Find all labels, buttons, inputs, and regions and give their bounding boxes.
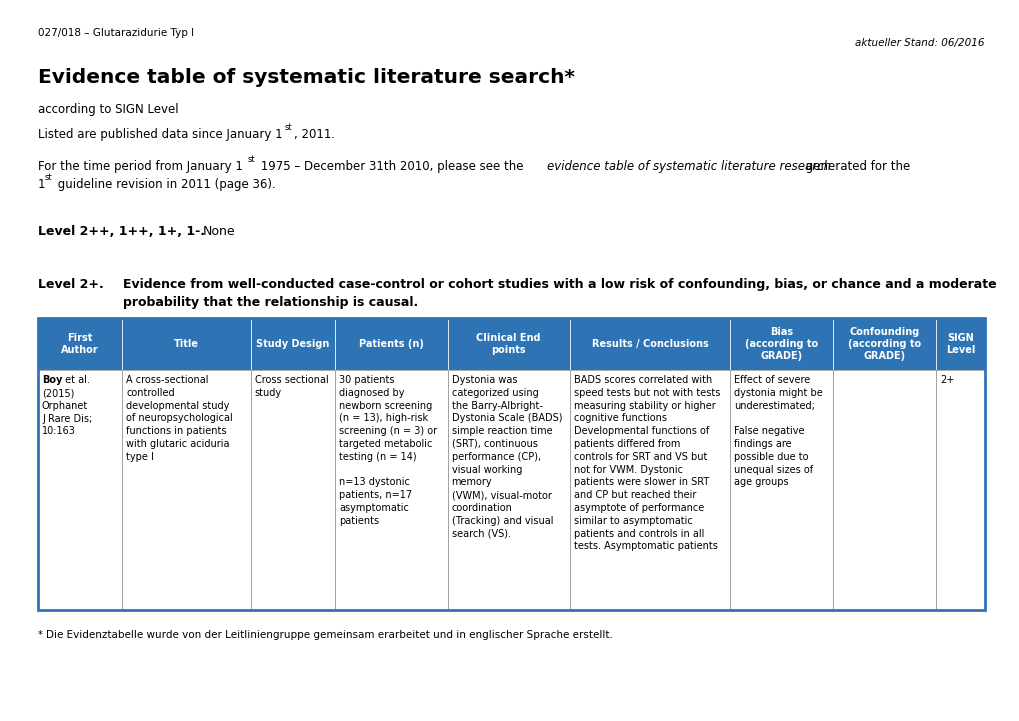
Text: *: * (38, 630, 43, 640)
Bar (251, 318, 334, 370)
Text: Confounding
(according to
GRADE): Confounding (according to GRADE) (848, 327, 920, 360)
Bar (334, 318, 447, 370)
Text: Level 2++, 1++, 1+, 1-.: Level 2++, 1++, 1+, 1-. (38, 225, 205, 238)
Text: 027/018 – Glutarazidurie Typ I: 027/018 – Glutarazidurie Typ I (38, 28, 194, 38)
Text: 1: 1 (38, 178, 46, 191)
Text: st: st (284, 123, 292, 132)
Bar (447, 370, 570, 610)
Text: Die Evidenztabelle wurde von der Leitliniengruppe gemeinsam erarbeitet und in en: Die Evidenztabelle wurde von der Leitlin… (46, 630, 612, 640)
Text: Dystonia was
categorized using
the Barry-Albright-
Dystonia Scale (BADS)
simple : Dystonia was categorized using the Barry… (451, 375, 561, 539)
Text: SIGN
Level: SIGN Level (945, 333, 974, 355)
Text: 2+: 2+ (940, 375, 954, 385)
Text: probability that the relationship is causal.: probability that the relationship is cau… (123, 296, 418, 309)
Text: First
Author: First Author (61, 333, 99, 355)
Text: , 2011.: , 2011. (293, 128, 335, 141)
Text: Cross sectional
study: Cross sectional study (255, 375, 328, 398)
Bar (38, 318, 122, 370)
Bar (334, 370, 447, 610)
Text: Effect of severe
dystonia might be
underestimated;

False negative
findings are
: Effect of severe dystonia might be under… (734, 375, 822, 487)
Bar (730, 318, 833, 370)
Text: aktueller Stand: 06/2016: aktueller Stand: 06/2016 (855, 38, 984, 48)
Text: BADS scores correlated with
speed tests but not with tests
measuring stability o: BADS scores correlated with speed tests … (573, 375, 719, 552)
Text: For the time period from January 1: For the time period from January 1 (38, 160, 243, 173)
Bar (251, 370, 334, 610)
Text: Title: Title (174, 339, 199, 349)
Text: Results / Conclusions: Results / Conclusions (591, 339, 707, 349)
Bar (122, 318, 251, 370)
Text: Bias
(according to
GRADE): Bias (according to GRADE) (744, 327, 817, 360)
Text: None: None (203, 225, 235, 238)
Text: st: st (45, 173, 53, 182)
Text: Clinical End
points: Clinical End points (476, 333, 540, 355)
Text: generated for the: generated for the (801, 160, 909, 173)
Text: (2015)
Orphanet
J Rare Dis;
10:163: (2015) Orphanet J Rare Dis; 10:163 (42, 388, 92, 436)
Bar (570, 370, 730, 610)
Text: evidence table of systematic literature research: evidence table of systematic literature … (546, 160, 830, 173)
Text: 30 patients
diagnosed by
newborn screening
(n = 13), high-risk
screening (n = 3): 30 patients diagnosed by newborn screeni… (338, 375, 436, 526)
Bar (447, 318, 570, 370)
Text: according to SIGN Level: according to SIGN Level (38, 103, 178, 116)
Text: Evidence table of systematic literature search*: Evidence table of systematic literature … (38, 68, 575, 87)
Bar (730, 370, 833, 610)
Bar (935, 370, 984, 610)
Text: 1975 – December 31th 2010, please see the: 1975 – December 31th 2010, please see th… (257, 160, 527, 173)
Text: Boy: Boy (42, 375, 62, 385)
Bar (570, 318, 730, 370)
Text: Patients (n): Patients (n) (359, 339, 423, 349)
Bar (833, 318, 935, 370)
Bar (935, 318, 984, 370)
Text: Level 2+.: Level 2+. (38, 278, 104, 291)
Text: et al.: et al. (62, 375, 90, 385)
Text: Listed are published data since January 1: Listed are published data since January … (38, 128, 282, 141)
Text: Evidence from well-conducted case-control or cohort studies with a low risk of c: Evidence from well-conducted case-contro… (123, 278, 996, 291)
Bar (38, 318, 984, 610)
Bar (833, 370, 935, 610)
Bar (122, 370, 251, 610)
Text: Study Design: Study Design (256, 339, 329, 349)
Text: st: st (248, 155, 256, 164)
Bar (38, 370, 122, 610)
Text: A cross-sectional
controlled
developmental study
of neuropsychological
functions: A cross-sectional controlled development… (126, 375, 232, 461)
Text: guideline revision in 2011 (page 36).: guideline revision in 2011 (page 36). (54, 178, 275, 191)
